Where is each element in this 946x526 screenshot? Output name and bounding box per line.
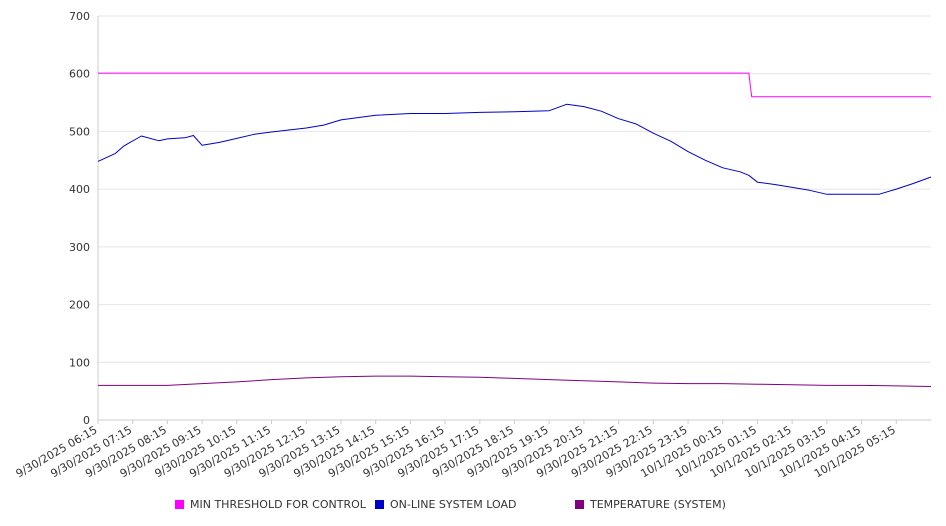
legend-swatch-min-threshold: [175, 500, 184, 509]
series-line-on-line-system-load: [97, 103, 932, 195]
series-line-min-threshold-for-control: [98, 72, 931, 98]
y-tick-label: 0: [83, 414, 90, 427]
legend-label-temperature: TEMPERATURE (SYSTEM): [590, 498, 726, 511]
y-tick-label: 200: [69, 299, 90, 312]
legend-label-online-system-load: ON-LINE SYSTEM LOAD: [390, 498, 517, 511]
y-tick-label: 600: [69, 68, 90, 81]
legend-label-min-threshold: MIN THRESHOLD FOR CONTROL: [190, 498, 366, 511]
chart-legend: MIN THRESHOLD FOR CONTROL ON-LINE SYSTEM…: [0, 498, 946, 518]
legend-swatch-online-system-load: [375, 500, 384, 509]
y-tick-label: 300: [69, 241, 90, 254]
y-tick-label: 700: [69, 10, 90, 23]
y-tick-label: 400: [69, 183, 90, 196]
legend-item-min-threshold[interactable]: MIN THRESHOLD FOR CONTROL: [175, 498, 366, 511]
series-line-temperature-system: [98, 375, 932, 387]
y-tick-label: 100: [69, 356, 90, 369]
legend-swatch-temperature: [575, 500, 584, 509]
legend-item-temperature[interactable]: TEMPERATURE (SYSTEM): [575, 498, 726, 511]
legend-item-online-system-load[interactable]: ON-LINE SYSTEM LOAD: [375, 498, 516, 511]
y-tick-label: 500: [69, 125, 90, 138]
